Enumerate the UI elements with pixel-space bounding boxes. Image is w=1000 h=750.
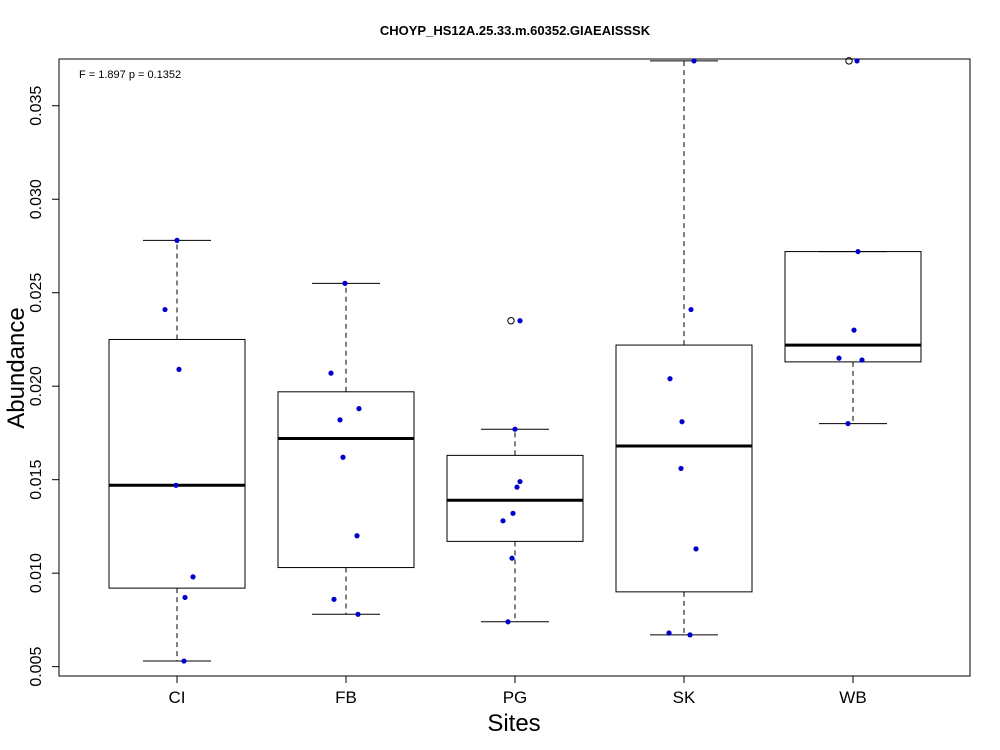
data-point [691, 58, 697, 64]
iqr-box [277, 391, 415, 569]
data-point [688, 306, 694, 313]
data-point [859, 357, 865, 363]
iqr-box [446, 454, 584, 542]
y-axis-label: Abundance [3, 307, 30, 428]
y-tick-label: 0.005 [28, 647, 45, 687]
plot-frame [58, 58, 971, 677]
y-tick-label: 0.030 [28, 179, 45, 219]
outlier-point [507, 317, 515, 325]
x-tick-label: FB [335, 688, 357, 707]
data-point [342, 280, 348, 286]
data-point [510, 510, 516, 516]
x-tick-label: CI [169, 688, 186, 707]
data-point [356, 406, 362, 412]
data-point [162, 306, 168, 313]
data-points [162, 58, 865, 664]
stat-annotation: F = 1.897 p = 0.1352 [79, 69, 181, 81]
data-point [173, 482, 179, 488]
boxes [108, 57, 922, 662]
data-point [181, 658, 187, 664]
data-point [190, 574, 196, 580]
y-tick-label: 0.025 [28, 273, 45, 313]
box-wb [784, 57, 922, 425]
data-point [845, 420, 851, 427]
y-tick-label: 0.015 [28, 460, 45, 500]
y-axis: 0.005 0.010 0.015 0.020 0.025 0.030 0.035 [28, 86, 60, 687]
y-tick-label: 0.020 [28, 366, 45, 406]
y-tick-label: 0.035 [28, 86, 45, 126]
data-point [517, 318, 523, 324]
chart-title: CHOYP_HS12A.25.33.m.60352.GIAEAISSSK [380, 23, 651, 38]
points-wb [836, 58, 865, 427]
data-point [505, 619, 511, 625]
data-point [687, 632, 693, 638]
data-point [679, 419, 685, 425]
points-pg [500, 318, 523, 625]
box-ci [108, 239, 246, 662]
data-point [517, 478, 523, 485]
data-point [182, 594, 188, 601]
x-tick-label: WB [839, 688, 866, 707]
points-ci [162, 237, 196, 664]
data-point [354, 533, 360, 539]
data-point [176, 366, 182, 372]
iqr-box [108, 338, 246, 589]
data-point [693, 546, 699, 552]
x-axis: CI FB PG SK WB [169, 676, 867, 707]
iqr-box [615, 344, 753, 593]
box-pg [446, 317, 584, 623]
data-point [355, 611, 361, 617]
data-point [174, 237, 180, 243]
data-point [509, 555, 515, 561]
data-point [500, 518, 506, 524]
data-point [855, 248, 861, 255]
data-point [667, 376, 673, 382]
data-point [512, 426, 518, 432]
points-sk [666, 58, 699, 638]
data-point [337, 417, 343, 423]
x-tick-label: SK [673, 688, 696, 707]
data-point [851, 327, 857, 333]
data-point [331, 596, 337, 602]
box-sk [615, 60, 753, 636]
box-fb [277, 282, 415, 615]
data-point [340, 454, 346, 460]
data-point [836, 355, 842, 361]
y-tick-label: 0.010 [28, 553, 45, 593]
x-axis-label: Sites [487, 710, 540, 737]
data-point [666, 630, 672, 636]
points-fb [328, 280, 362, 617]
data-point [328, 370, 334, 376]
data-point [514, 484, 520, 490]
x-tick-label: PG [503, 688, 528, 707]
data-point [678, 465, 684, 472]
outlier-point [845, 57, 853, 65]
iqr-box [784, 251, 922, 363]
data-point [854, 58, 860, 64]
